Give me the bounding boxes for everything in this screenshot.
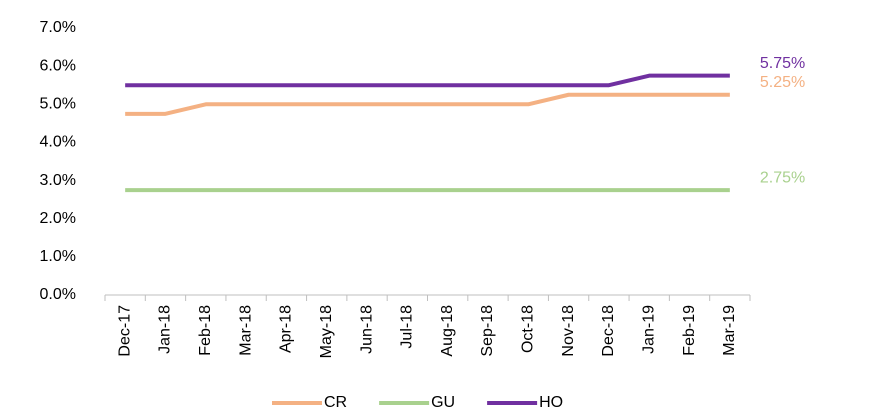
series-line xyxy=(125,73,730,88)
x-tick-label: Jun-18 xyxy=(358,305,375,354)
data-label: 2.75% xyxy=(760,169,805,186)
y-tick-label: 7.0% xyxy=(40,19,76,36)
x-tick-label: Jan-19 xyxy=(640,305,657,354)
y-tick-label: 2.0% xyxy=(40,210,76,227)
x-tick-label: Feb-19 xyxy=(681,305,698,356)
x-tick-label: Mar-19 xyxy=(721,305,738,356)
data-label: 5.75% xyxy=(760,55,805,72)
x-tick-label: Dec-17 xyxy=(116,305,133,357)
x-tick-label: Aug-18 xyxy=(439,305,456,357)
y-tick-label: 4.0% xyxy=(40,134,76,151)
legend-label: GU xyxy=(431,394,455,411)
y-tick-label: 6.0% xyxy=(40,57,76,74)
y-tick-label: 5.0% xyxy=(40,96,76,113)
x-tick-label: Dec-18 xyxy=(600,305,617,357)
x-tick-label: Nov-18 xyxy=(560,305,577,357)
y-tick-label: 3.0% xyxy=(40,172,76,189)
legend-label: CR xyxy=(324,394,347,411)
legend-label: HO xyxy=(539,394,563,411)
data-label: 5.25% xyxy=(760,74,805,91)
x-tick-label: Jul-18 xyxy=(399,305,416,349)
x-tick-label: May-18 xyxy=(318,305,335,358)
x-tick-label: Feb-18 xyxy=(197,305,214,356)
x-tick-label: Apr-18 xyxy=(278,305,295,353)
series-line xyxy=(125,92,730,116)
x-tick-label: Mar-18 xyxy=(237,305,254,356)
x-tick-label: Sep-18 xyxy=(479,305,496,357)
y-tick-label: 1.0% xyxy=(40,248,76,265)
y-tick-label: 0.0% xyxy=(40,286,76,303)
x-tick-label: Jan-18 xyxy=(157,305,174,354)
x-tick-label: Oct-18 xyxy=(520,305,537,353)
